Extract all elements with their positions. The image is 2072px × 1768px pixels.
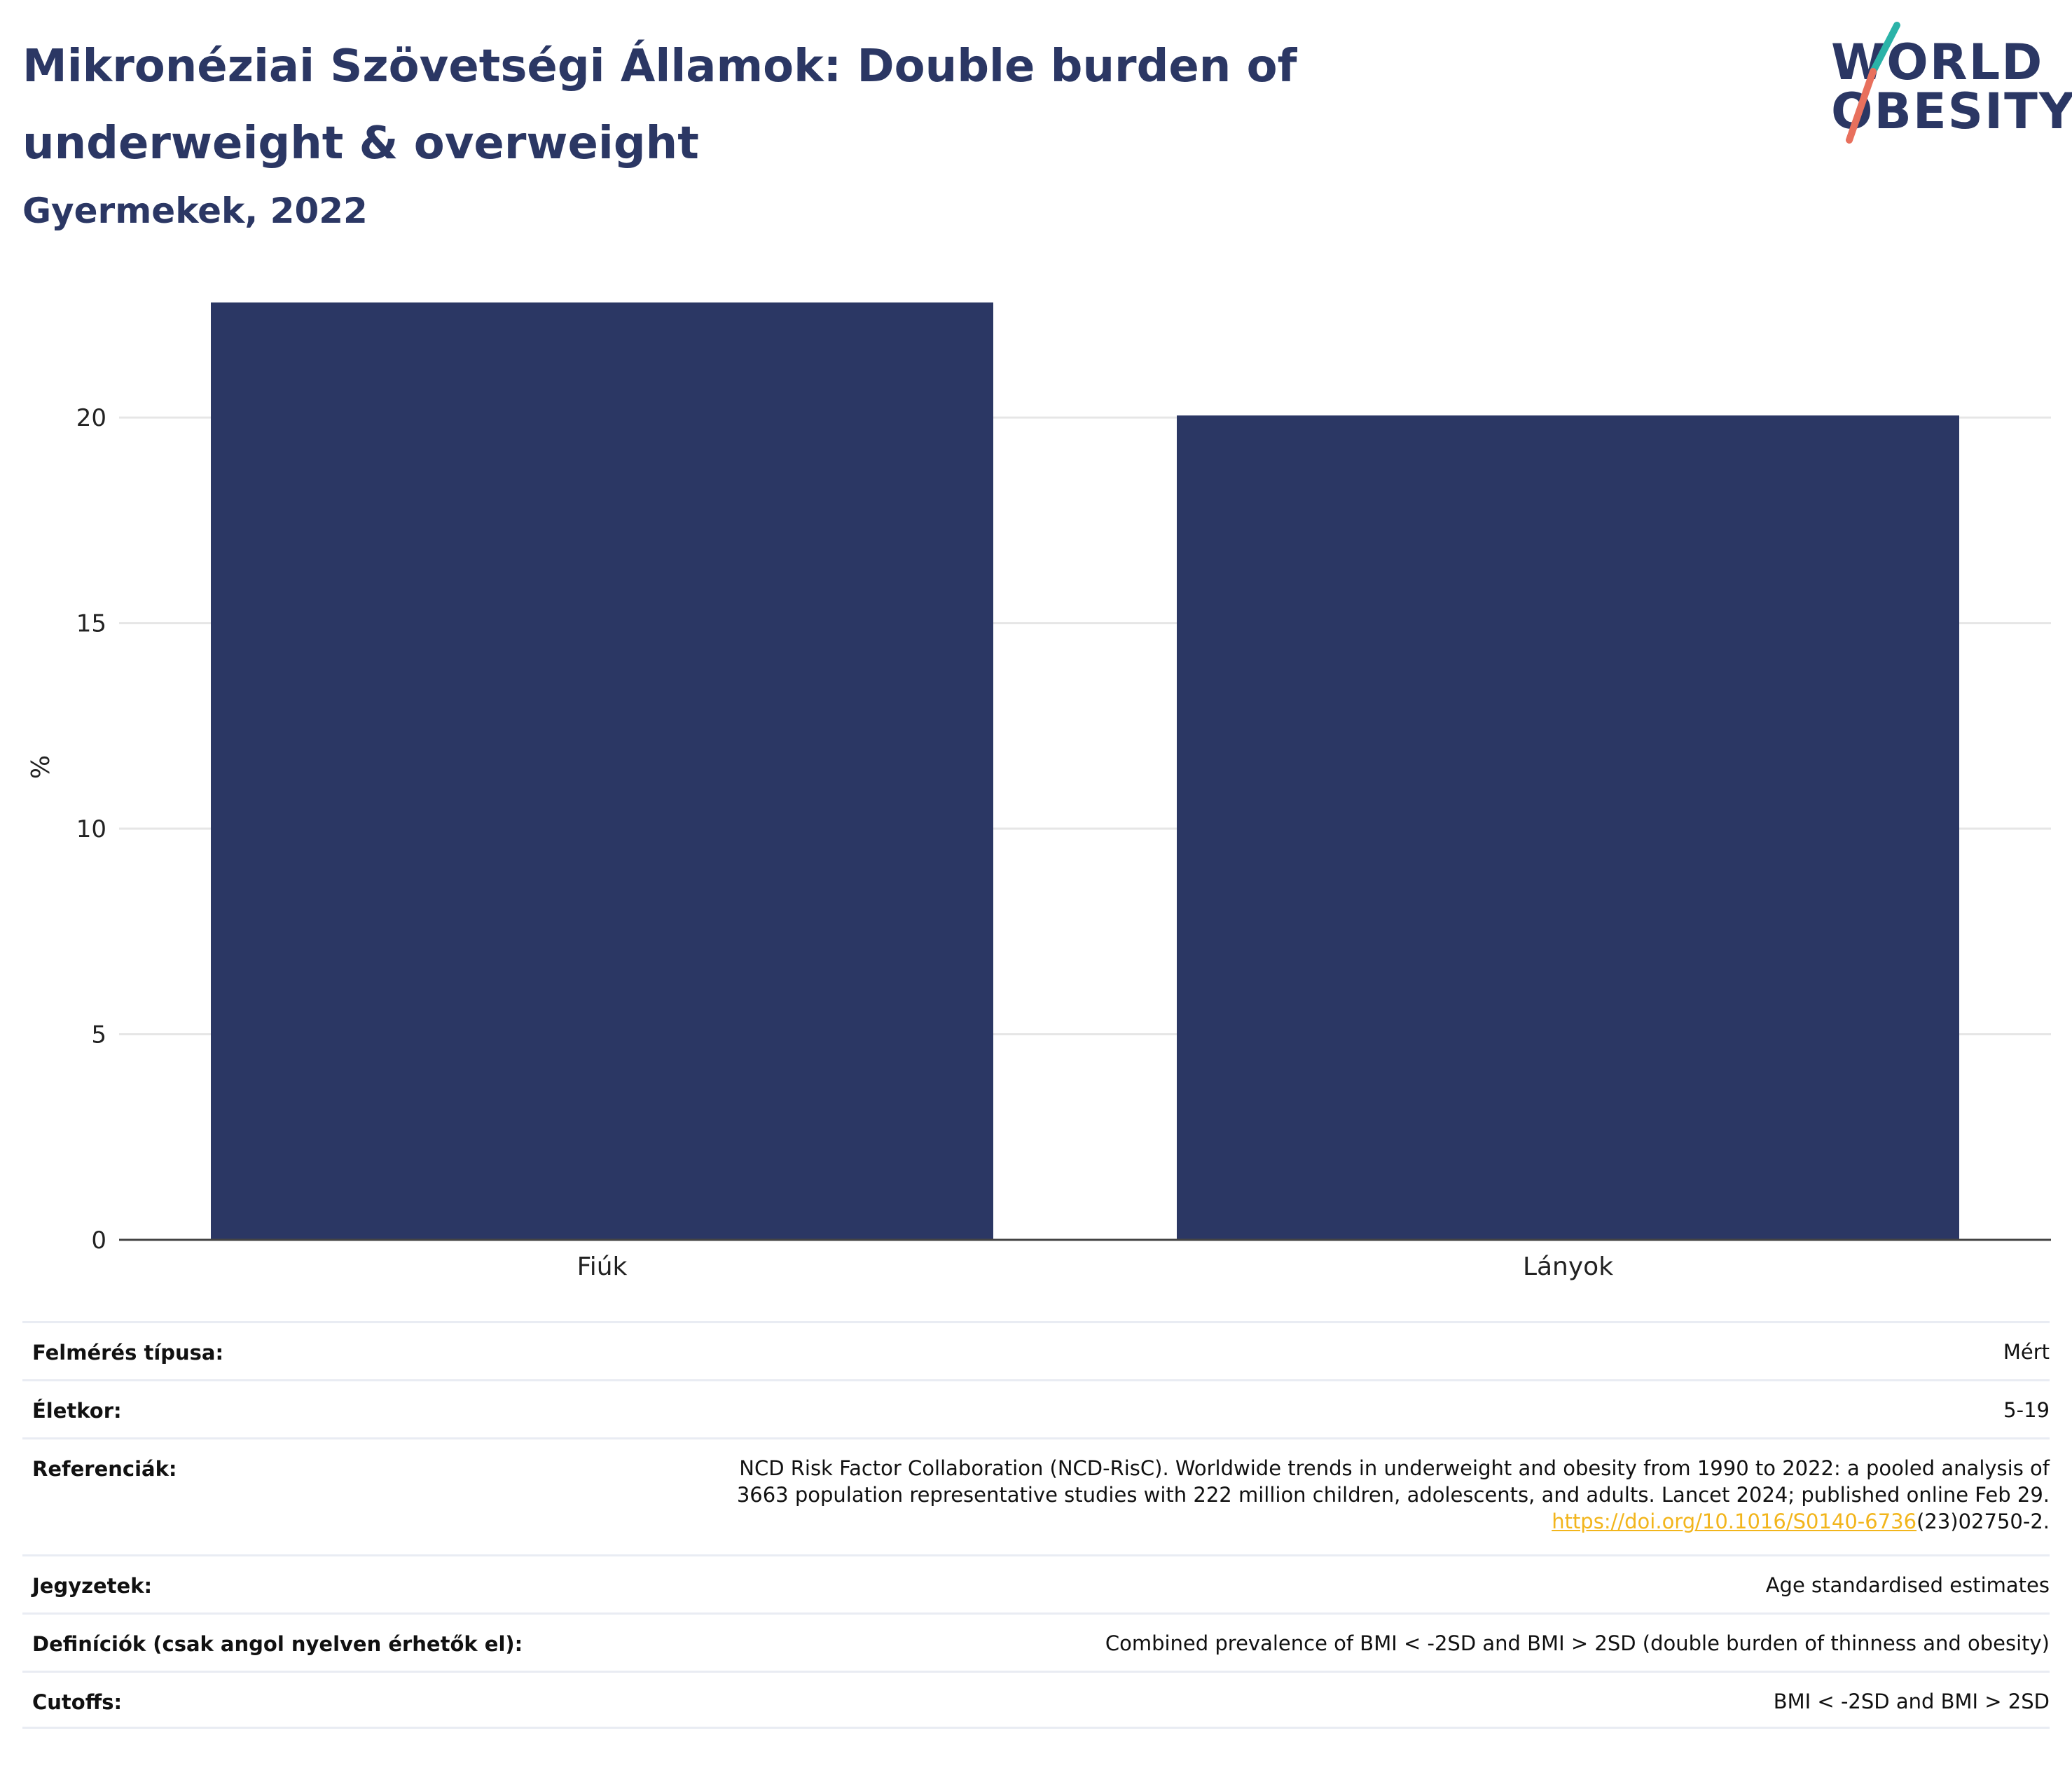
reference-line-2: 3663 population representative studies w… [736,1483,2050,1507]
reference-doi-suffix: (23)02750-2. [1916,1510,2050,1533]
meta-value-references: NCD Risk Factor Collaboration (NCD-RisC)… [737,1439,2050,1535]
meta-value: Combined prevalence of BMI < -2SD and BM… [1105,1631,2050,1655]
meta-value: BMI < -2SD and BMI > 2SD [1773,1690,2050,1713]
meta-row-cutoffs: Cutoffs: BMI < -2SD and BMI > 2SD [22,1671,2050,1729]
meta-label: Referenciák: [32,1457,177,1481]
bar-chart: 0 5 10 15 20 Fiúk Lányok% [27,302,2051,1281]
meta-label: Jegyzetek: [32,1574,153,1598]
meta-row-age: Életkor: 5-19 [22,1379,2050,1437]
meta-row-references: Referenciák: NCD Risk Factor Collaborati… [22,1437,2050,1554]
bar-2 [1177,415,1959,1241]
x-tick-label: Fiúk [577,1252,628,1281]
meta-value: Age standardised estimates [1765,1573,2050,1597]
y-tick-label: 10 [76,815,106,843]
reference-line-1: NCD Risk Factor Collaboration (NCD-RisC)… [739,1456,2050,1480]
meta-label: Definíciók (csak angol nyelven érhetők e… [32,1632,523,1656]
bar-1 [211,302,993,1240]
meta-row-definitions: Definíciók (csak angol nyelven érhetők e… [22,1612,2050,1671]
meta-label: Életkor: [32,1399,122,1423]
meta-value: Mért [2003,1340,2050,1364]
y-tick-label: 15 [76,610,106,638]
chart-subtitle: Gyermekek, 2022 [22,191,368,231]
meta-row-notes: Jegyzetek: Age standardised estimates [22,1554,2050,1612]
meta-row-survey-type: Felmérés típusa: Mért [22,1321,2050,1379]
logo-slash-icon [1846,22,1900,144]
y-axis-label: % [27,755,55,779]
y-tick-label: 0 [91,1227,106,1255]
y-tick-label: 5 [91,1021,106,1049]
reference-doi-link[interactable]: https://doi.org/10.1016/S0140-6736 [1552,1510,1917,1533]
logo-text-obesity: OBESITY [1831,83,2072,140]
metadata-table: Felmérés típusa: Mért Életkor: 5-19 Refe… [22,1321,2050,1729]
meta-label: Cutoffs: [32,1690,123,1714]
x-tick-label: Lányok [1523,1252,1613,1281]
y-tick-label: 20 [76,404,106,432]
chart-title: Mikronéziai Szövetségi Államok: Double b… [22,41,1297,170]
meta-label: Felmérés típusa: [32,1341,224,1365]
meta-value: 5-19 [2003,1398,2050,1422]
world-obesity-logo: WORLD OBESITY [1828,21,2072,147]
